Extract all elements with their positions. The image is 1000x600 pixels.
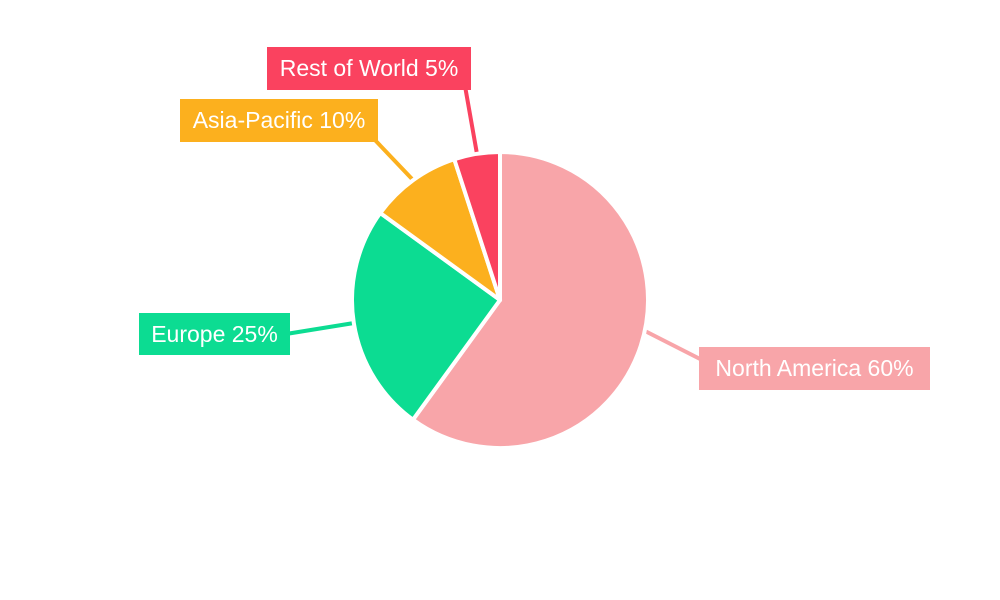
leader-line-asia-pacific [372,137,415,182]
pie-label-europe: Europe 25% [139,313,290,355]
pie-slice-rest-of-world [452,150,502,302]
pie-slice-north-america [411,150,650,450]
pie-slice-asia-pacific [378,157,502,302]
leader-line-rest-of-world [463,84,479,156]
leader-line-europe [284,321,356,336]
pie-label-rest-of-world: Rest of World 5% [267,47,471,90]
pie-slice-europe [350,211,502,422]
pie-label-north-america: North America 60% [699,347,930,390]
leader-line-north-america [643,329,706,363]
pie-label-asia-pacific: Asia-Pacific 10% [180,99,378,142]
